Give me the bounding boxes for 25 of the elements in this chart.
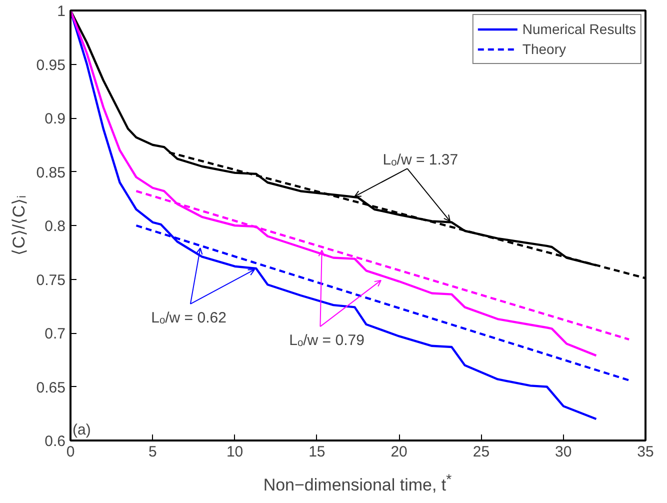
x-tick-label: 10 (226, 444, 244, 460)
y-tick-label: 0.6 (44, 433, 66, 450)
annotation: Lₒ/w = 1.37 (382, 151, 458, 168)
y-tick-label: 0.65 (36, 379, 66, 396)
y-tick-label: 1 (57, 3, 66, 20)
y-tick-label: 0.7 (44, 326, 66, 342)
y-tick-label: 0.75 (36, 272, 66, 289)
annotation: Lₒ/w = 0.62 (151, 309, 226, 326)
x-axis-title: Non−dimensional time, t$^{*}$ (263, 471, 452, 497)
y-tick-label: 0.85 (36, 164, 66, 182)
x-tick-label: 15 (308, 444, 326, 460)
y-tick-label: 0.95 (36, 56, 66, 74)
x-tick-label: 20 (390, 444, 408, 460)
legend-label: Theory (522, 41, 566, 57)
x-tick-label: 25 (472, 444, 490, 460)
annotation: (a) (72, 422, 91, 438)
y-tick-label: 0.8 (44, 218, 66, 235)
annotation: Lₒ/w = 0.79 (289, 332, 364, 350)
y-tick-label: 0.9 (44, 110, 66, 128)
legend-label: Numerical Results (522, 21, 636, 37)
x-tick-label: 30 (555, 444, 572, 460)
x-tick-label: 5 (148, 444, 157, 460)
y-axis-title: ⟨C⟩/⟨C⟩ᵢ (9, 196, 28, 256)
x-tick-label: 35 (637, 444, 654, 460)
x-tick-label: 0 (66, 444, 75, 460)
